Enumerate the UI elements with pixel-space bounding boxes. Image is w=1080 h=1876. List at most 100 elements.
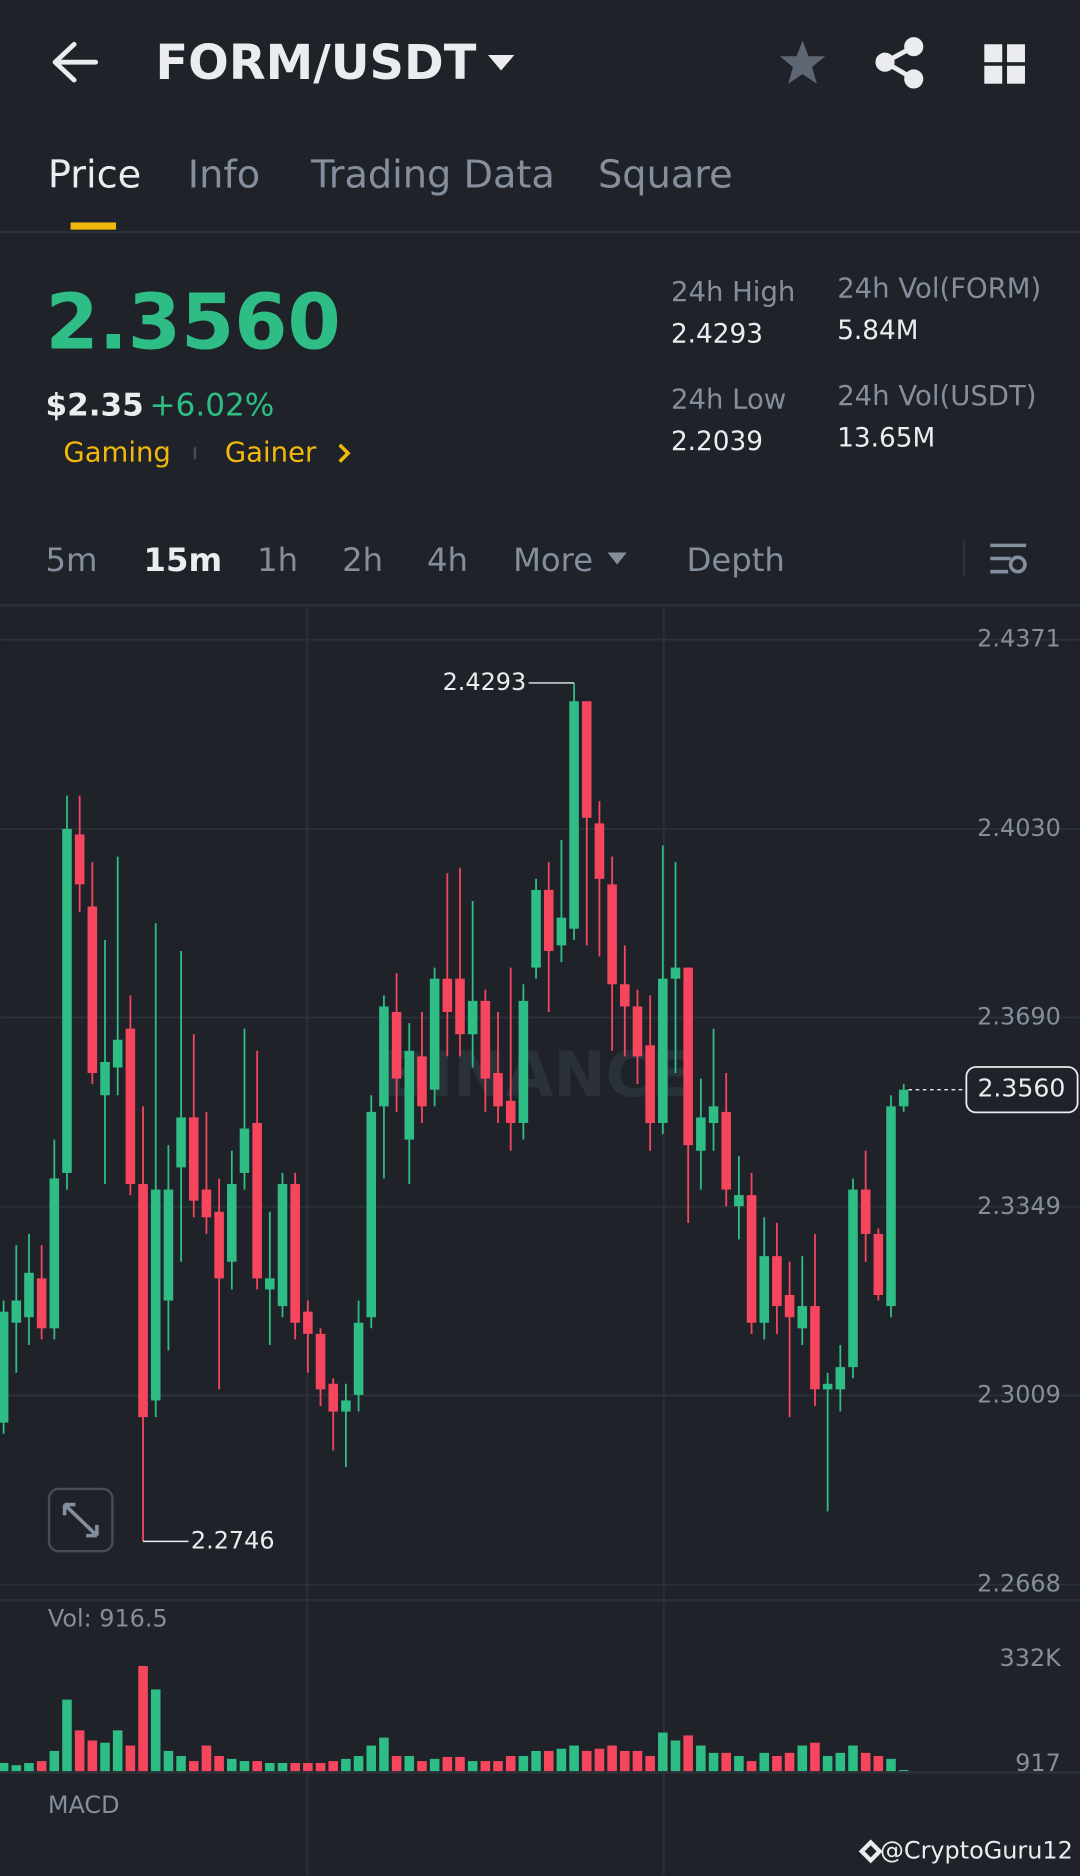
interval[interactable]: 15m xyxy=(144,541,223,579)
candle-body xyxy=(239,1128,250,1173)
volume-bar xyxy=(581,1750,592,1772)
candle-body xyxy=(417,1056,427,1107)
chart-settings-icon[interactable] xyxy=(990,543,1027,574)
volume-bar xyxy=(505,1756,516,1772)
volume-bar xyxy=(442,1756,453,1772)
candle-body xyxy=(543,889,554,951)
candle-body xyxy=(74,834,85,885)
candle-body xyxy=(721,1111,731,1190)
volume-bar xyxy=(607,1745,617,1772)
candle-body xyxy=(442,978,453,1012)
volume-bar xyxy=(201,1745,212,1772)
volume-bar xyxy=(341,1758,351,1772)
stat-label: 24h Vol(USDT) xyxy=(837,380,1036,412)
tag[interactable]: Gainer xyxy=(225,436,317,468)
stat-label: 24h Vol(FORM) xyxy=(837,272,1041,304)
volume-label: Vol: 916.5 xyxy=(48,1604,168,1632)
tab[interactable]: Square xyxy=(598,153,733,198)
interval[interactable]: Depth xyxy=(687,541,785,579)
interval[interactable]: 4h xyxy=(427,541,468,579)
candle-body xyxy=(328,1383,339,1412)
interval[interactable]: 1h xyxy=(257,541,298,579)
candle-body xyxy=(518,1000,529,1123)
candle-body xyxy=(150,1189,161,1401)
volume-bar xyxy=(429,1758,440,1772)
candle-body xyxy=(11,1300,22,1323)
candle-body xyxy=(696,1117,706,1151)
favorite-icon[interactable] xyxy=(779,40,826,84)
volume-bar xyxy=(810,1742,820,1772)
pair-dropdown[interactable] xyxy=(487,55,515,71)
candle-body xyxy=(112,1039,123,1068)
y-tick-label: 2.3009 xyxy=(977,1380,1061,1408)
fullscreen-button[interactable] xyxy=(47,1487,114,1553)
volume-bar xyxy=(898,1770,909,1772)
candle-body xyxy=(835,1367,846,1390)
tag-chevron[interactable] xyxy=(338,443,351,463)
volume-bar xyxy=(734,1756,744,1772)
stat-value: 5.84M xyxy=(837,316,918,346)
interval[interactable]: More xyxy=(513,541,593,579)
candle-body xyxy=(822,1383,833,1390)
volume-bar xyxy=(531,1750,541,1772)
volume-bar xyxy=(467,1761,478,1772)
pair-title[interactable]: FORM/USDT xyxy=(155,36,476,91)
candle-body xyxy=(569,701,579,929)
more-dropdown[interactable] xyxy=(607,552,627,565)
volume-bar xyxy=(772,1756,782,1772)
volume-bar xyxy=(112,1730,123,1772)
volume-bar xyxy=(873,1756,884,1772)
volume-bar xyxy=(455,1756,465,1772)
volume-bar xyxy=(797,1745,808,1772)
volume-bar xyxy=(784,1752,795,1772)
tab[interactable]: Trading Data xyxy=(310,153,555,198)
candle-body xyxy=(683,967,693,1146)
candle-body xyxy=(620,984,630,1007)
candle-body xyxy=(201,1189,212,1218)
volume-bar xyxy=(683,1735,693,1772)
candle-body xyxy=(36,1278,47,1329)
candle-body xyxy=(341,1400,351,1412)
volume-bar xyxy=(632,1750,643,1772)
volume-bar xyxy=(480,1761,491,1772)
volume-bar xyxy=(708,1752,719,1772)
layout-icon[interactable] xyxy=(984,44,1025,84)
candle-body xyxy=(163,1189,174,1301)
candle-body xyxy=(556,917,567,946)
candle-body xyxy=(480,1000,491,1079)
tab[interactable]: Info xyxy=(188,153,260,198)
indicator-label[interactable]: MACD xyxy=(48,1791,120,1819)
volume-bar xyxy=(721,1752,731,1772)
back-button[interactable] xyxy=(52,41,99,83)
stat-label: 24h High xyxy=(671,276,795,308)
candle-body xyxy=(734,1195,744,1207)
candle-body xyxy=(898,1089,909,1107)
candle-body xyxy=(290,1184,300,1323)
candle-body xyxy=(886,1106,896,1307)
candle-body xyxy=(658,978,668,1123)
volume-bar xyxy=(265,1762,275,1772)
y-tick-label: 2.2668 xyxy=(977,1570,1061,1598)
candle-body xyxy=(632,1006,643,1057)
tab[interactable]: Price xyxy=(48,153,141,198)
volume-bar xyxy=(518,1756,529,1772)
volume-bar xyxy=(24,1762,34,1772)
tag[interactable]: Gaming xyxy=(63,436,170,468)
interval[interactable]: 2h xyxy=(342,541,383,579)
share-icon[interactable] xyxy=(875,37,924,89)
candle-body xyxy=(607,884,617,985)
candle-body xyxy=(594,823,605,879)
candle-body xyxy=(708,1106,719,1123)
candle-body xyxy=(265,1278,275,1290)
candle-body xyxy=(467,1000,478,1035)
candle-body xyxy=(125,1028,136,1185)
volume-bar xyxy=(848,1745,858,1772)
interval[interactable]: 5m xyxy=(45,541,97,579)
last-price: 2.3560 xyxy=(45,279,340,368)
high-label: 2.4293 xyxy=(443,668,527,696)
candle-body xyxy=(277,1184,288,1307)
volume-bar xyxy=(759,1752,770,1772)
candle-body xyxy=(873,1233,884,1296)
last-price-box xyxy=(965,1066,1079,1114)
stat-label: 24h Low xyxy=(671,384,786,416)
